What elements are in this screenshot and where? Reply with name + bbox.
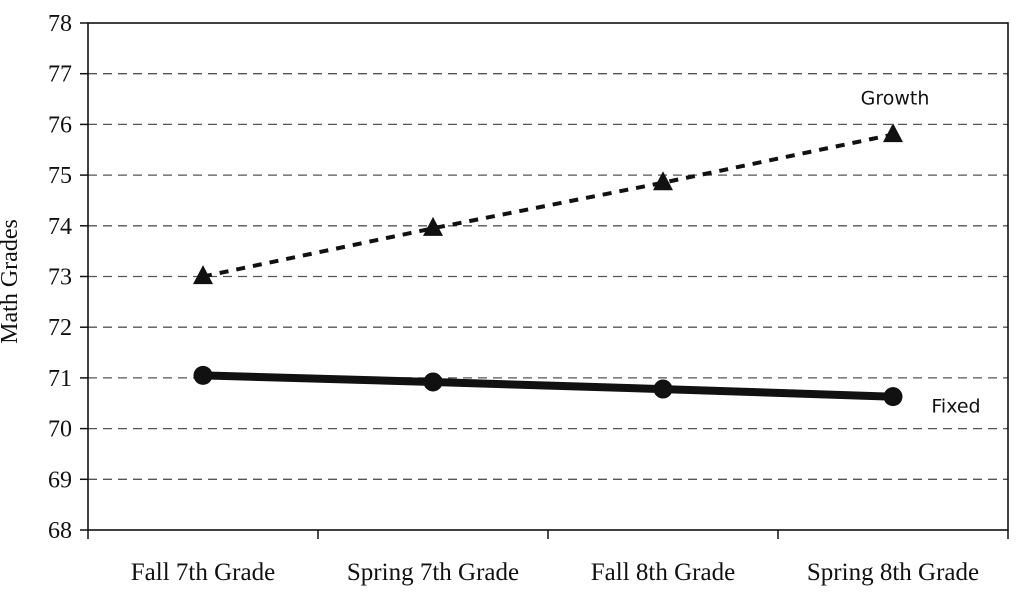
series-line-fixed <box>202 371 894 401</box>
y-axis-ticks: 68 69 70 71 72 73 74 75 76 77 78 <box>48 11 88 544</box>
gridlines <box>88 73 1008 480</box>
y-tick-label: 68 <box>48 518 72 544</box>
growth-point-0 <box>193 265 213 285</box>
series-label-growth: Growth <box>861 88 930 110</box>
y-tick-label: 70 <box>48 417 72 443</box>
y-tick-label: 72 <box>48 315 72 341</box>
growth-point-3 <box>883 123 903 143</box>
x-tick-label: Fall 7th Grade <box>131 559 275 586</box>
x-tick-label: Spring 7th Grade <box>347 559 519 586</box>
fixed-point-3 <box>883 387 903 407</box>
y-axis-title: Math Grades <box>0 219 23 344</box>
y-tick-label: 74 <box>48 214 72 240</box>
series-line-growth <box>202 132 894 279</box>
y-tick-label: 75 <box>48 163 72 189</box>
fixed-point-2 <box>653 379 673 399</box>
series-label-fixed: Fixed <box>931 396 980 418</box>
y-tick-label: 71 <box>48 366 72 392</box>
fixed-point-0 <box>193 365 213 385</box>
series-group: Growth Fixed <box>193 88 981 418</box>
fixed-point-1 <box>423 372 443 392</box>
growth-point-2 <box>653 171 673 191</box>
y-tick-label: 69 <box>48 467 72 493</box>
x-tick-label: Spring 8th Grade <box>807 559 979 586</box>
y-tick-label: 77 <box>48 62 72 88</box>
y-tick-label: 73 <box>48 265 72 291</box>
y-tick-label: 78 <box>48 11 72 37</box>
x-axis-ticks: Fall 7th Grade Spring 7th Grade Fall 8th G… <box>87 530 1009 586</box>
x-tick-label: Fall 8th Grade <box>591 559 735 586</box>
y-tick-label: 76 <box>48 112 72 138</box>
growth-point-1 <box>423 216 443 236</box>
